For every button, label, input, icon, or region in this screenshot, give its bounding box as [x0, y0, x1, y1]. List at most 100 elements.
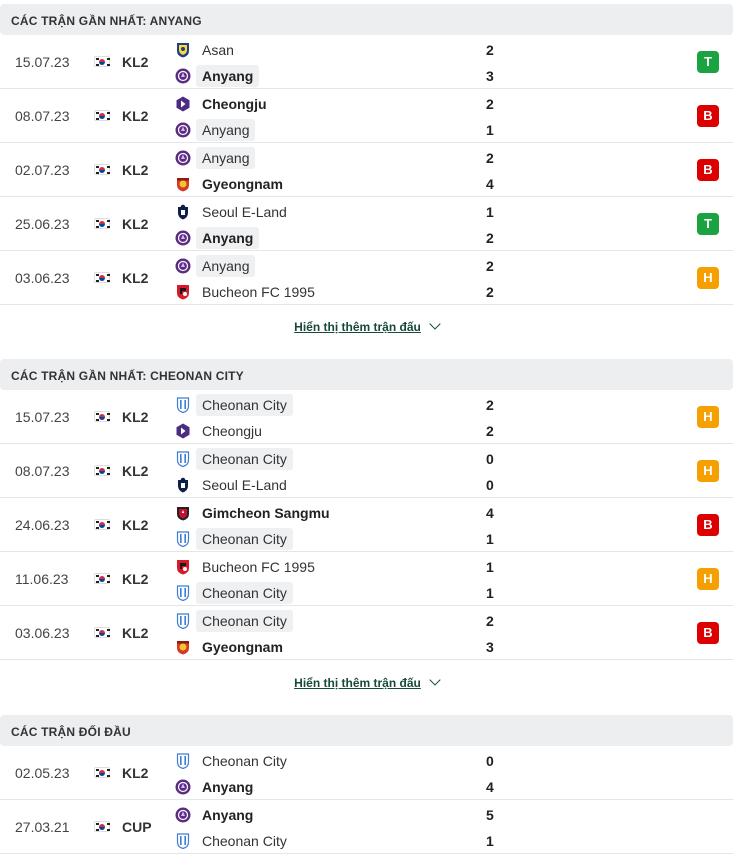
- away-team[interactable]: Gyeongnam: [172, 636, 472, 658]
- result-badge: B: [697, 622, 719, 644]
- away-team[interactable]: Anyang: [172, 776, 472, 798]
- home-team-name[interactable]: Seoul E-Land: [202, 204, 287, 220]
- chevron-down-icon[interactable]: [429, 318, 441, 330]
- match-row[interactable]: 15.07.23 KL2 Asan 2 Anyang 3 T: [0, 35, 733, 89]
- match-row[interactable]: 11.06.23 KL2 Bucheon FC 1995 1 Cheonan City 1…: [0, 552, 733, 606]
- home-team[interactable]: Cheongju: [172, 93, 472, 115]
- match-row[interactable]: 25.06.23 KL2 Seoul E-Land 1 Anyang 2 T: [0, 197, 733, 251]
- bucheon-logo-icon: [175, 559, 191, 575]
- away-score: 4: [486, 779, 494, 795]
- away-team-name[interactable]: Cheongju: [202, 423, 262, 439]
- away-team-name[interactable]: Cheonan City: [196, 528, 293, 550]
- anyang-logo-icon: [175, 779, 191, 795]
- competition-label[interactable]: CUP: [122, 819, 152, 835]
- home-team[interactable]: Asan: [172, 39, 472, 61]
- home-team-name[interactable]: Anyang: [196, 147, 256, 169]
- home-team[interactable]: Seoul E-Land: [172, 201, 472, 223]
- south-korea-flag-icon: [94, 821, 110, 832]
- away-team-name[interactable]: Anyang: [202, 779, 254, 795]
- home-team[interactable]: Cheonan City: [172, 448, 472, 470]
- home-team-name[interactable]: Anyang: [202, 807, 254, 823]
- show-more-label[interactable]: Hiển thị thêm trận đấu: [294, 676, 421, 690]
- home-score: 2: [486, 397, 494, 413]
- home-score: 2: [486, 96, 494, 112]
- match-row[interactable]: 08.07.23 KL2 Cheongju 2 Anyang 1 B: [0, 89, 733, 143]
- away-score: 1: [486, 585, 494, 601]
- home-team-name[interactable]: Cheonan City: [196, 448, 293, 470]
- home-team[interactable]: Anyang: [172, 147, 472, 169]
- away-team[interactable]: Seoul E-Land: [172, 474, 472, 496]
- match-row[interactable]: 08.07.23 KL2 Cheonan City 0 Seoul E-Land 0 H: [0, 444, 733, 498]
- away-team-name[interactable]: Cheonan City: [196, 582, 293, 604]
- home-team-name[interactable]: Asan: [202, 42, 234, 58]
- away-score: 2: [486, 423, 494, 439]
- home-score: 5: [486, 807, 494, 823]
- match-row[interactable]: 02.05.23 KL2 Cheonan City 0 Anyang 4: [0, 746, 733, 800]
- away-team[interactable]: Anyang: [172, 65, 472, 87]
- chevron-down-icon[interactable]: [429, 674, 441, 686]
- south-korea-flag-icon: [94, 218, 110, 229]
- home-team-name[interactable]: Anyang: [196, 255, 256, 277]
- competition-label[interactable]: KL2: [122, 108, 149, 124]
- home-team-name[interactable]: Cheonan City: [196, 394, 293, 416]
- home-team-name[interactable]: Cheonan City: [202, 753, 287, 769]
- away-team[interactable]: Cheonan City: [172, 528, 472, 550]
- show-more-link[interactable]: Hiển thị thêm trận đấu: [0, 318, 733, 350]
- match-date: 25.06.23: [15, 216, 70, 232]
- match-date: 03.06.23: [15, 270, 70, 286]
- competition-label[interactable]: KL2: [122, 463, 149, 479]
- home-team-name[interactable]: Cheongju: [202, 96, 267, 112]
- match-row[interactable]: 24.06.23 KL2 Gimcheon Sangmu 4 Cheonan City 1…: [0, 498, 733, 552]
- anyang-logo-icon: [175, 68, 191, 84]
- away-team-name[interactable]: Anyang: [196, 227, 260, 249]
- away-team[interactable]: Anyang: [172, 227, 472, 249]
- home-team[interactable]: Anyang: [172, 255, 472, 277]
- competition-label[interactable]: KL2: [122, 216, 149, 232]
- result-badge: H: [697, 267, 719, 289]
- away-team-name[interactable]: Anyang: [196, 119, 256, 141]
- competition-label[interactable]: KL2: [122, 625, 149, 641]
- match-date: 11.06.23: [15, 571, 69, 587]
- match-row[interactable]: 03.06.23 KL2 Anyang 2 Bucheon FC 1995 2 H: [0, 251, 733, 305]
- home-team[interactable]: Cheonan City: [172, 750, 472, 772]
- away-team[interactable]: Cheonan City: [172, 830, 472, 852]
- south-korea-flag-icon: [94, 519, 110, 530]
- away-team[interactable]: Cheonan City: [172, 582, 472, 604]
- competition-label[interactable]: KL2: [122, 270, 149, 286]
- anyang-logo-icon: [175, 150, 191, 166]
- home-team[interactable]: Anyang: [172, 804, 472, 826]
- competition-label[interactable]: KL2: [122, 54, 149, 70]
- match-row[interactable]: 02.07.23 KL2 Anyang 2 Gyeongnam 4 B: [0, 143, 733, 197]
- away-team-name[interactable]: Gyeongnam: [202, 176, 283, 192]
- south-korea-flag-icon: [94, 272, 110, 283]
- away-team-name[interactable]: Cheonan City: [202, 833, 287, 849]
- home-team-name[interactable]: Bucheon FC 1995: [202, 559, 315, 575]
- match-row[interactable]: 03.06.23 KL2 Cheonan City 2 Gyeongnam 3 B: [0, 606, 733, 660]
- competition-label[interactable]: KL2: [122, 571, 149, 587]
- away-score: 4: [486, 176, 494, 192]
- away-team[interactable]: Cheongju: [172, 420, 472, 442]
- match-row[interactable]: 27.03.21 CUP Anyang 5 Cheonan City 1: [0, 800, 733, 854]
- competition-label[interactable]: KL2: [122, 162, 149, 178]
- competition-label[interactable]: KL2: [122, 765, 149, 781]
- cheonan-logo-icon: [175, 397, 191, 413]
- home-team[interactable]: Gimcheon Sangmu: [172, 502, 472, 524]
- show-more-link[interactable]: Hiển thị thêm trận đấu: [0, 674, 733, 706]
- match-date: 02.05.23: [15, 765, 70, 781]
- competition-label[interactable]: KL2: [122, 517, 149, 533]
- away-team-name[interactable]: Gyeongnam: [202, 639, 283, 655]
- away-team-name[interactable]: Anyang: [196, 65, 260, 87]
- away-team-name[interactable]: Seoul E-Land: [202, 477, 287, 493]
- home-team-name[interactable]: Cheonan City: [196, 610, 293, 632]
- home-team[interactable]: Cheonan City: [172, 610, 472, 632]
- home-team[interactable]: Cheonan City: [172, 394, 472, 416]
- away-team[interactable]: Anyang: [172, 119, 472, 141]
- home-team[interactable]: Bucheon FC 1995: [172, 556, 472, 578]
- match-row[interactable]: 15.07.23 KL2 Cheonan City 2 Cheongju 2 H: [0, 390, 733, 444]
- show-more-label[interactable]: Hiển thị thêm trận đấu: [294, 320, 421, 334]
- competition-label[interactable]: KL2: [122, 409, 149, 425]
- away-team[interactable]: Bucheon FC 1995: [172, 281, 472, 303]
- away-team[interactable]: Gyeongnam: [172, 173, 472, 195]
- home-team-name[interactable]: Gimcheon Sangmu: [202, 505, 330, 521]
- away-team-name[interactable]: Bucheon FC 1995: [202, 284, 315, 300]
